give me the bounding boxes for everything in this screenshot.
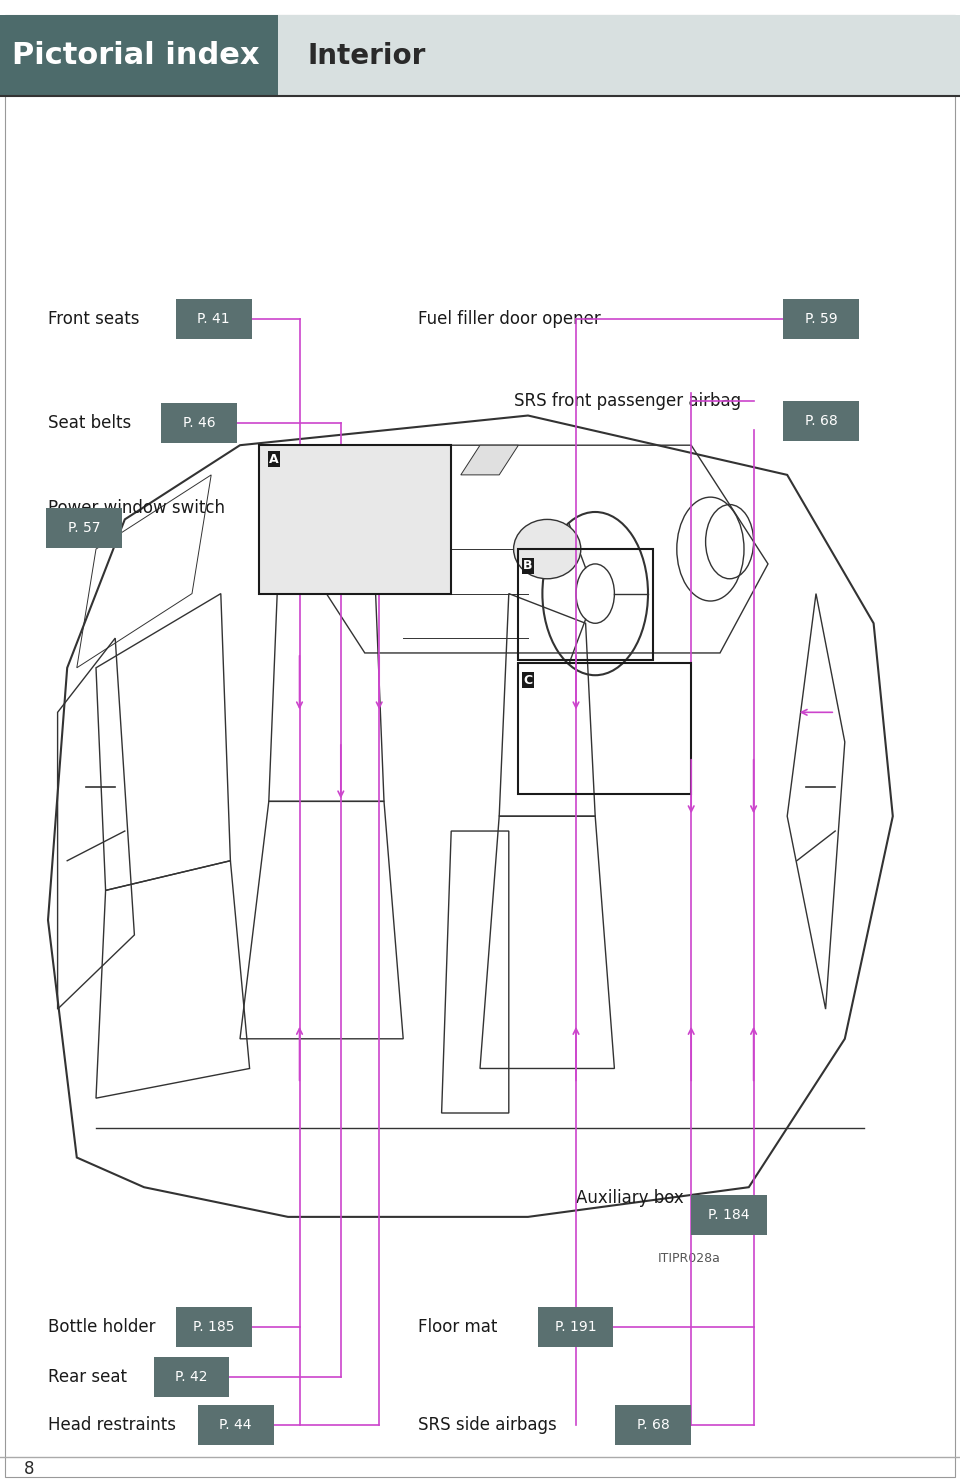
FancyBboxPatch shape [615, 1404, 691, 1445]
Text: B: B [523, 559, 533, 573]
Text: P. 68: P. 68 [636, 1417, 670, 1432]
FancyBboxPatch shape [46, 508, 122, 548]
FancyBboxPatch shape [783, 300, 859, 340]
Ellipse shape [293, 490, 360, 549]
FancyBboxPatch shape [154, 1356, 229, 1398]
Text: Interior: Interior [307, 42, 425, 70]
Text: P. 185: P. 185 [193, 1319, 234, 1334]
Text: Seat belts: Seat belts [48, 414, 132, 432]
Text: 8: 8 [24, 1460, 35, 1478]
Text: P. 191: P. 191 [555, 1319, 596, 1334]
Text: Bottle holder: Bottle holder [48, 1318, 156, 1336]
Bar [518, 663, 691, 794]
Text: ITIPR028a: ITIPR028a [658, 1252, 720, 1264]
FancyBboxPatch shape [538, 1307, 613, 1347]
Text: P. 42: P. 42 [176, 1370, 207, 1385]
FancyBboxPatch shape [198, 1404, 274, 1445]
FancyBboxPatch shape [691, 1195, 767, 1235]
Ellipse shape [514, 519, 581, 579]
Bar [518, 549, 653, 660]
FancyBboxPatch shape [783, 401, 859, 441]
Text: P. 44: P. 44 [220, 1417, 252, 1432]
Text: Fuel filler door opener: Fuel filler door opener [418, 310, 600, 328]
Text: P. 46: P. 46 [183, 416, 215, 430]
FancyBboxPatch shape [0, 15, 278, 96]
Text: Power window switch: Power window switch [48, 499, 225, 516]
Text: C: C [523, 674, 533, 687]
Text: SRS front passenger airbag: SRS front passenger airbag [514, 392, 741, 410]
Text: Rear seat: Rear seat [48, 1368, 127, 1386]
Bar [259, 445, 451, 594]
Text: P. 59: P. 59 [805, 312, 837, 326]
FancyBboxPatch shape [161, 404, 237, 444]
Text: Head restraints: Head restraints [48, 1416, 176, 1434]
Text: Auxiliary box: Auxiliary box [576, 1189, 684, 1206]
Text: Front seats: Front seats [48, 310, 139, 328]
Text: P. 184: P. 184 [708, 1208, 750, 1221]
Text: A: A [269, 453, 278, 466]
Text: P. 41: P. 41 [198, 312, 229, 326]
FancyBboxPatch shape [278, 15, 960, 96]
Text: SRS side airbags: SRS side airbags [418, 1416, 557, 1434]
Polygon shape [461, 445, 518, 475]
Text: Pictorial index: Pictorial index [12, 42, 259, 70]
Text: Floor mat: Floor mat [418, 1318, 497, 1336]
FancyBboxPatch shape [176, 1307, 252, 1347]
Text: P. 68: P. 68 [804, 414, 838, 427]
Text: P. 57: P. 57 [68, 521, 100, 534]
FancyBboxPatch shape [176, 300, 252, 340]
